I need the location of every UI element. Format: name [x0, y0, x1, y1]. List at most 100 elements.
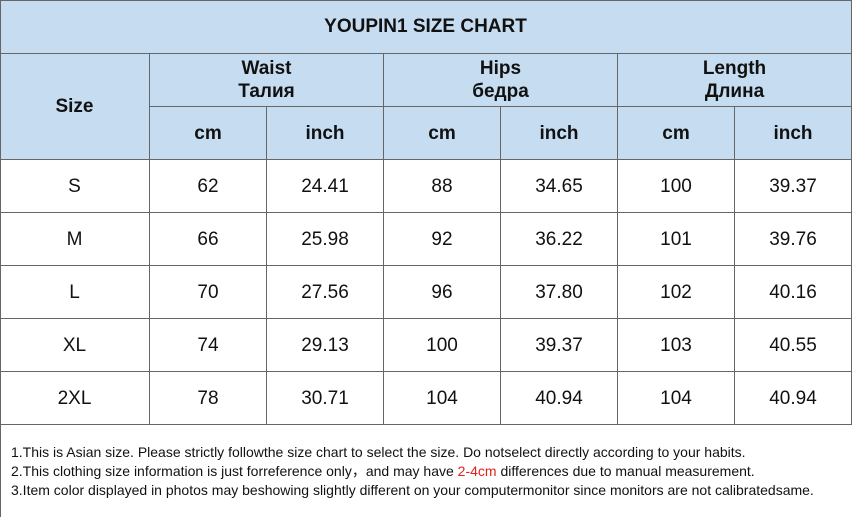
- value-cell: 78: [150, 372, 267, 425]
- title-text: YOUPIN1 SIZE CHART: [324, 16, 527, 37]
- value-cell-text: 101: [660, 228, 692, 250]
- value-cell-text: 70: [197, 281, 219, 303]
- value-cell: 40.55: [735, 319, 852, 372]
- size-cell: L: [1, 266, 150, 319]
- value-cell-text: 104: [426, 387, 458, 409]
- value-cell-text: 39.37: [769, 175, 817, 197]
- size-cell-text: S: [68, 175, 81, 197]
- size-cell: 2XL: [1, 372, 150, 425]
- value-cell: 88: [384, 160, 501, 213]
- group-header-text: Талия: [238, 81, 295, 102]
- value-cell-text: 102: [660, 281, 692, 303]
- value-cell-text: 34.65: [535, 175, 583, 197]
- unit-header-text: cm: [194, 122, 222, 144]
- note: 2.This clothing size information is just…: [11, 462, 814, 481]
- value-cell-text: 104: [660, 387, 692, 409]
- value-cell: 40.94: [501, 372, 618, 425]
- value-cell: 36.22: [501, 213, 618, 266]
- value-cell: 66: [150, 213, 267, 266]
- unit-header-text: cm: [428, 122, 456, 144]
- unit-header-text: inch: [305, 122, 345, 144]
- value-cell-text: 103: [660, 334, 692, 356]
- value-cell: 74: [150, 319, 267, 372]
- value-cell: 39.76: [735, 213, 852, 266]
- value-cell: 30.71: [267, 372, 384, 425]
- value-cell: 62: [150, 160, 267, 213]
- size-cell: S: [1, 160, 150, 213]
- value-cell: 104: [618, 372, 735, 425]
- value-cell-text: 29.13: [301, 334, 349, 356]
- group-header-text: Waist: [241, 58, 292, 79]
- group-header: Hips бедра: [384, 54, 618, 107]
- value-cell: 40.94: [735, 372, 852, 425]
- value-cell-text: 88: [431, 175, 453, 197]
- size-cell-text: XL: [62, 334, 87, 356]
- value-cell: 25.98: [267, 213, 384, 266]
- value-cell: 34.65: [501, 160, 618, 213]
- unit-header: cm: [384, 107, 501, 160]
- value-cell: 96: [384, 266, 501, 319]
- value-cell: 70: [150, 266, 267, 319]
- group-header-text: Длина: [704, 81, 765, 102]
- value-cell: 104: [384, 372, 501, 425]
- value-cell-text: 96: [431, 281, 453, 303]
- unit-header-text: inch: [773, 122, 813, 144]
- title: YOUPIN1 SIZE CHART: [1, 1, 852, 54]
- value-cell: 100: [618, 160, 735, 213]
- value-cell: 101: [618, 213, 735, 266]
- value-cell-text: 30.71: [301, 387, 349, 409]
- group-header-text: Hips: [479, 58, 522, 79]
- note-highlight: 2-4cm: [457, 463, 497, 479]
- value-cell-text: 25.98: [301, 228, 349, 250]
- size-cell: XL: [1, 319, 150, 372]
- group-header-text: бедра: [472, 81, 529, 102]
- value-cell: 39.37: [501, 319, 618, 372]
- value-cell: 37.80: [501, 266, 618, 319]
- value-cell: 92: [384, 213, 501, 266]
- note-text: 2.This clothing size information is just…: [11, 463, 458, 479]
- value-cell-text: 66: [197, 228, 219, 250]
- value-cell: 39.37: [735, 160, 852, 213]
- note: 3.Item color displayed in photos may bes…: [11, 482, 814, 498]
- note: 1.This is Asian size. Please strictly fo…: [11, 444, 746, 460]
- size-cell-text: L: [69, 281, 80, 303]
- value-cell: 27.56: [267, 266, 384, 319]
- unit-header: inch: [735, 107, 852, 160]
- value-cell: 102: [618, 266, 735, 319]
- unit-header-text: cm: [662, 122, 690, 144]
- value-cell-text: 36.22: [535, 228, 583, 250]
- value-cell-text: 37.80: [535, 281, 583, 303]
- unit-header: inch: [501, 107, 618, 160]
- value-cell-text: 74: [197, 334, 219, 356]
- note-text: differences due to manual measurement.: [496, 463, 755, 479]
- group-header: Waist Талия: [150, 54, 384, 107]
- size-header: Size: [1, 54, 150, 160]
- size-cell-text: 2XL: [57, 387, 92, 409]
- value-cell-text: 92: [431, 228, 453, 250]
- unit-header: cm: [618, 107, 735, 160]
- size-cell-text: M: [66, 228, 83, 250]
- group-header-text: Length: [702, 58, 767, 79]
- value-cell-text: 39.37: [535, 334, 583, 356]
- unit-header: inch: [267, 107, 384, 160]
- value-cell-text: 27.56: [301, 281, 349, 303]
- value-cell-text: 24.41: [301, 175, 349, 197]
- group-header: Length Длина: [618, 54, 852, 107]
- size-cell: M: [1, 213, 150, 266]
- value-cell-text: 40.94: [769, 387, 817, 409]
- unit-header-text: inch: [539, 122, 579, 144]
- value-cell-text: 40.94: [535, 387, 583, 409]
- notes: 1.This is Asian size. Please strictly fo…: [11, 443, 814, 500]
- value-cell-text: 100: [660, 175, 692, 197]
- value-cell-text: 39.76: [769, 228, 817, 250]
- size-header-text: Size: [55, 96, 94, 117]
- value-cell-text: 62: [197, 175, 219, 197]
- value-cell-text: 40.16: [769, 281, 817, 303]
- value-cell-text: 78: [197, 387, 219, 409]
- value-cell-text: 40.55: [769, 334, 817, 356]
- value-cell: 40.16: [735, 266, 852, 319]
- value-cell: 24.41: [267, 160, 384, 213]
- value-cell: 100: [384, 319, 501, 372]
- value-cell-text: 100: [426, 334, 458, 356]
